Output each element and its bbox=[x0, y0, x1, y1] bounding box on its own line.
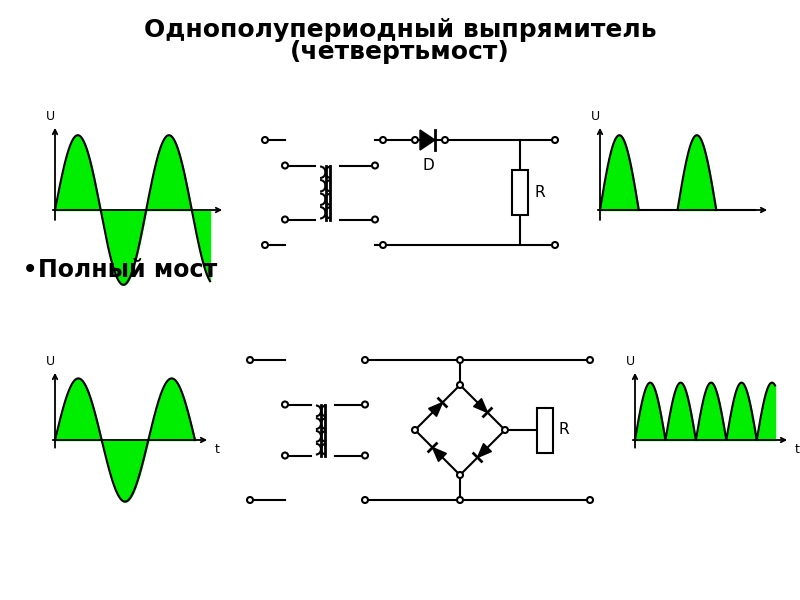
Circle shape bbox=[380, 242, 386, 248]
Circle shape bbox=[412, 137, 418, 143]
Polygon shape bbox=[420, 130, 435, 150]
Circle shape bbox=[247, 497, 253, 503]
Circle shape bbox=[362, 497, 368, 503]
Bar bbox=[512, 170, 528, 215]
Circle shape bbox=[262, 137, 268, 143]
Text: (четвертьмост): (четвертьмост) bbox=[290, 40, 510, 64]
Circle shape bbox=[457, 382, 463, 388]
Circle shape bbox=[442, 137, 448, 143]
Circle shape bbox=[380, 137, 386, 143]
Circle shape bbox=[372, 163, 378, 169]
Circle shape bbox=[262, 242, 268, 248]
Circle shape bbox=[457, 472, 463, 478]
Circle shape bbox=[552, 137, 558, 143]
Text: U: U bbox=[590, 110, 599, 123]
Circle shape bbox=[362, 357, 368, 363]
Text: U: U bbox=[46, 355, 54, 368]
Text: Однополупериодный выпрямитель: Однополупериодный выпрямитель bbox=[144, 18, 656, 42]
Polygon shape bbox=[433, 448, 446, 461]
Circle shape bbox=[587, 497, 593, 503]
Polygon shape bbox=[429, 403, 442, 416]
Circle shape bbox=[247, 357, 253, 363]
Circle shape bbox=[502, 427, 508, 433]
Text: U: U bbox=[626, 355, 634, 368]
Text: t: t bbox=[215, 443, 220, 456]
Circle shape bbox=[587, 357, 593, 363]
Circle shape bbox=[282, 163, 288, 169]
Text: R: R bbox=[558, 422, 569, 437]
Polygon shape bbox=[474, 398, 487, 412]
Circle shape bbox=[362, 401, 368, 407]
Circle shape bbox=[457, 357, 463, 363]
Text: U: U bbox=[46, 110, 54, 123]
Circle shape bbox=[372, 217, 378, 223]
Circle shape bbox=[552, 242, 558, 248]
Text: R: R bbox=[534, 185, 545, 200]
Text: •: • bbox=[22, 256, 38, 284]
Text: Полный мост: Полный мост bbox=[38, 258, 218, 282]
Circle shape bbox=[362, 452, 368, 458]
Text: D: D bbox=[422, 158, 434, 173]
Circle shape bbox=[282, 452, 288, 458]
Bar bbox=[537, 407, 553, 452]
Circle shape bbox=[282, 401, 288, 407]
Circle shape bbox=[282, 217, 288, 223]
Text: t: t bbox=[795, 443, 800, 456]
Circle shape bbox=[412, 427, 418, 433]
Polygon shape bbox=[478, 443, 491, 457]
Circle shape bbox=[457, 497, 463, 503]
